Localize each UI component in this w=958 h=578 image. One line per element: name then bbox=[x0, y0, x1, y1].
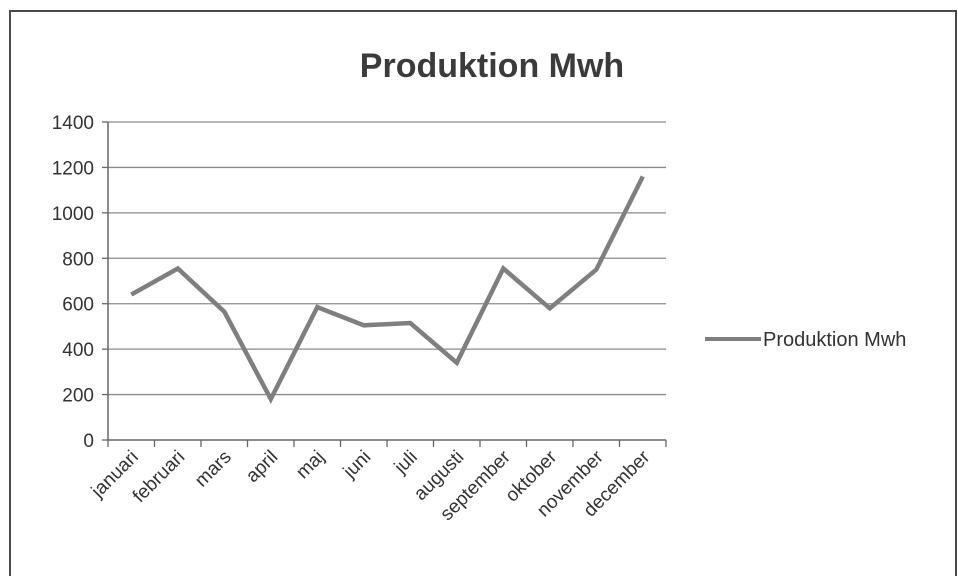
x-tick-label: juli bbox=[390, 447, 422, 479]
x-tick-label: februari bbox=[129, 447, 189, 507]
y-axis-ticks: 0 200 400 600 800 1000 1200 1400 bbox=[52, 113, 94, 452]
y-tick-label: 600 bbox=[62, 295, 94, 316]
chart-title: Produktion Mwh bbox=[360, 47, 624, 85]
y-tick-label: 1200 bbox=[52, 158, 94, 179]
x-tick-label: april bbox=[242, 447, 282, 487]
y-tick-label: 1000 bbox=[52, 204, 94, 225]
series bbox=[131, 176, 643, 399]
series-line bbox=[131, 177, 643, 400]
y-tick-label: 1400 bbox=[52, 113, 94, 134]
y-tick-label: 400 bbox=[62, 340, 94, 361]
y-tick-label: 200 bbox=[62, 386, 94, 407]
x-tick-label: juni bbox=[339, 447, 375, 483]
legend: Produktion Mwh bbox=[705, 329, 906, 351]
legend-label: Produktion Mwh bbox=[763, 329, 906, 351]
line-chart: Produktion Mwh 0 200 400 600 800 1000 1200 1400… bbox=[11, 12, 958, 578]
y-tick-label: 0 bbox=[83, 431, 94, 452]
x-tick-label: maj bbox=[292, 447, 329, 484]
gridlines bbox=[108, 122, 666, 395]
chart-frame: Produktion Mwh 0 200 400 600 800 1000 1200 1400… bbox=[9, 10, 957, 576]
x-tick-label: mars bbox=[191, 447, 236, 492]
y-tick-label: 800 bbox=[62, 249, 94, 270]
